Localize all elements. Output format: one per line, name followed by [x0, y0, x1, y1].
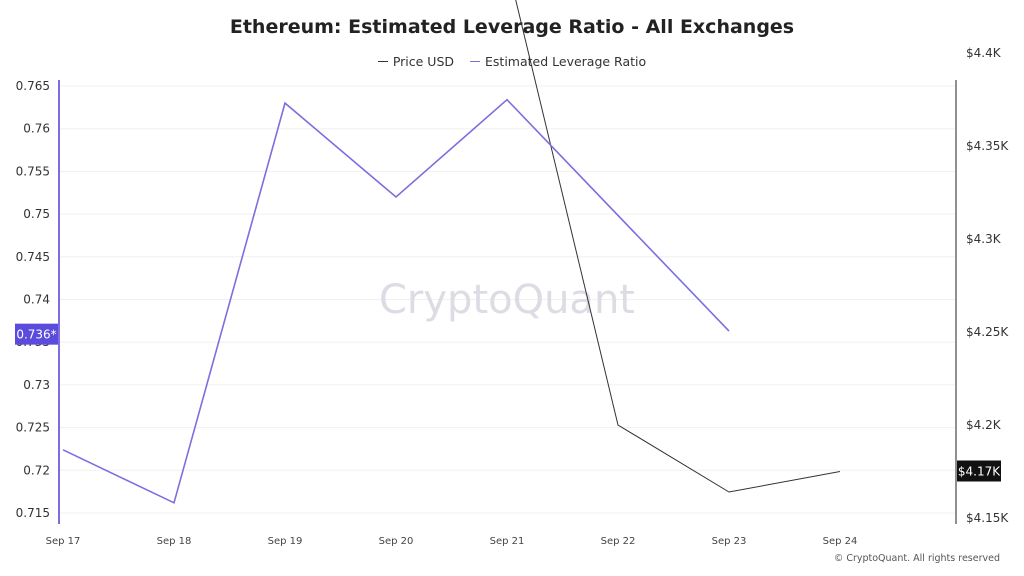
left-tick-label: 0.715: [16, 506, 50, 520]
legend-item-price[interactable]: Price USD: [377, 54, 455, 69]
right-tick-label: $4.2K: [966, 418, 1002, 432]
x-tick-label: Sep 20: [379, 536, 414, 547]
legend-item-leverage[interactable]: Estimated Leverage Ratio: [470, 54, 646, 69]
left-tick-label: 0.745: [16, 250, 50, 264]
x-tick-label: Sep 21: [490, 536, 525, 547]
left-tick-label: 0.73: [23, 378, 50, 392]
x-tick-label: Sep 23: [712, 536, 747, 547]
chart-legend: Price USD Estimated Leverage Ratio: [0, 50, 1024, 69]
right-tick-label: $4.3K: [966, 232, 1002, 246]
left-current-value-box: [15, 323, 58, 345]
legend-label-leverage: Estimated Leverage Ratio: [485, 54, 647, 69]
x-tick-label: Sep 18: [157, 536, 192, 547]
legend-swatch-price: [377, 61, 388, 62]
x-tick-label: Sep 17: [46, 536, 81, 547]
left-tick-label: 0.765: [16, 79, 50, 93]
left-current-value-label: 0.736*: [16, 328, 56, 342]
right-current-value-label: $4.17K: [958, 465, 1001, 479]
watermark: CryptoQuant: [379, 277, 635, 323]
right-tick-label: $4.15K: [966, 511, 1009, 525]
right-tick-label: $4.25K: [966, 325, 1009, 339]
left-tick-label: 0.725: [16, 421, 50, 435]
right-tick-label: $4.4K: [966, 46, 1002, 60]
left-tick-label: 0.75: [23, 207, 50, 221]
price-usd-line[interactable]: [63, 0, 841, 493]
left-tick-label: 0.72: [23, 463, 50, 477]
right-tick-label: $4.35K: [966, 139, 1009, 153]
x-tick-label: Sep 19: [268, 536, 303, 547]
x-tick-label: Sep 24: [823, 536, 858, 547]
copyright-notice: © CryptoQuant. All rights reserved: [833, 553, 1000, 564]
legend-swatch-leverage: [470, 61, 481, 62]
chart-title: Ethereum: Estimated Leverage Ratio - All…: [229, 16, 795, 38]
right-current-value-box: [957, 460, 1001, 482]
left-tick-label: 0.74: [23, 293, 50, 307]
x-tick-label: Sep 22: [601, 536, 636, 547]
legend-label-price: Price USD: [392, 54, 455, 69]
leverage-ratio-line[interactable]: [62, 98, 730, 504]
left-tick-label: 0.76: [23, 122, 50, 136]
left-tick-label: 0.755: [16, 164, 50, 178]
